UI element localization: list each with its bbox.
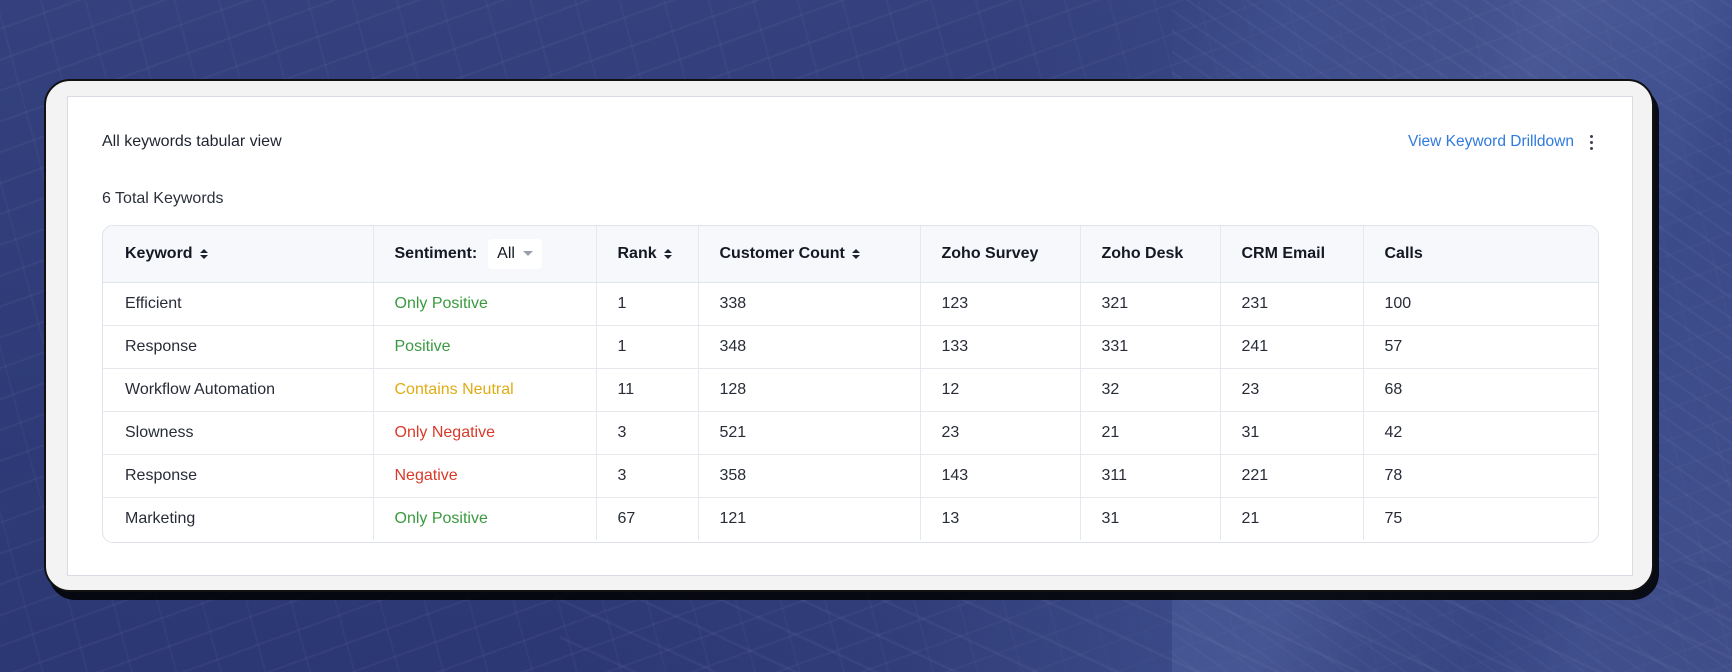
view-keyword-drilldown-link[interactable]: View Keyword Drilldown — [1408, 133, 1574, 150]
cell-calls: 42 — [1363, 411, 1598, 455]
sort-icon[interactable] — [663, 248, 672, 259]
keywords-table: Keyword Sentiment: All — [102, 225, 1599, 543]
table-row[interactable]: Slowness Only Negative 3 521 23 21 31 42 — [103, 411, 1598, 455]
cell-rank: 11 — [596, 368, 699, 412]
cell-zoho-desk: 21 — [1080, 411, 1221, 455]
col-header-keyword-label: Keyword — [125, 244, 193, 262]
cell-rank: 3 — [596, 411, 699, 455]
table-row[interactable]: Efficient Only Positive 1 338 123 321 231 100 — [103, 282, 1598, 326]
table-row[interactable]: Workflow Automation Contains Neutral 11 128… — [103, 368, 1598, 412]
cell-zoho-desk: 31 — [1080, 497, 1221, 540]
col-header-sentiment: Sentiment: All — [373, 226, 597, 283]
col-header-customer-count[interactable]: Customer Count — [698, 226, 921, 283]
cell-zoho-survey: 143 — [920, 454, 1081, 498]
col-header-rank[interactable]: Rank — [596, 226, 699, 283]
cell-zoho-desk: 32 — [1080, 368, 1221, 412]
col-header-customer-count-label: Customer Count — [719, 244, 845, 262]
cell-keyword: Slowness — [103, 411, 374, 455]
cell-zoho-survey: 13 — [920, 497, 1081, 540]
sort-icon[interactable] — [851, 248, 860, 259]
keywords-panel: All keywords tabular view View Keyword D… — [67, 96, 1633, 576]
table-row[interactable]: Marketing Only Positive 67 121 13 31 21 75 — [103, 497, 1598, 540]
cell-rank: 67 — [596, 497, 699, 540]
cell-calls: 100 — [1363, 282, 1598, 326]
cell-customer-count: 348 — [698, 325, 921, 369]
cell-crm-email: 221 — [1220, 454, 1364, 498]
cell-zoho-desk: 331 — [1080, 325, 1221, 369]
cell-keyword: Response — [103, 325, 374, 369]
vertical-ellipsis-icon[interactable] — [1584, 130, 1598, 154]
cell-customer-count: 128 — [698, 368, 921, 412]
cell-zoho-desk: 311 — [1080, 454, 1221, 498]
caret-down-icon — [522, 251, 533, 257]
cell-crm-email: 241 — [1220, 325, 1364, 369]
cell-rank: 3 — [596, 454, 699, 498]
cell-sentiment: Only Positive — [373, 497, 597, 540]
col-header-keyword[interactable]: Keyword — [103, 226, 374, 283]
cell-zoho-survey: 23 — [920, 411, 1081, 455]
cell-sentiment: Positive — [373, 325, 597, 369]
cell-keyword: Workflow Automation — [103, 368, 374, 412]
cell-keyword: Efficient — [103, 282, 374, 326]
cell-sentiment: Only Negative — [373, 411, 597, 455]
cell-crm-email: 23 — [1220, 368, 1364, 412]
cell-customer-count: 358 — [698, 454, 921, 498]
cell-sentiment: Negative — [373, 454, 597, 498]
cell-customer-count: 338 — [698, 282, 921, 326]
table-row[interactable]: Response Positive 1 348 133 331 241 57 — [103, 325, 1598, 369]
cell-keyword: Response — [103, 454, 374, 498]
cell-customer-count: 121 — [698, 497, 921, 540]
cell-calls: 68 — [1363, 368, 1598, 412]
col-header-rank-label: Rank — [617, 244, 657, 262]
col-header-calls: Calls — [1363, 226, 1598, 283]
col-header-zoho-desk: Zoho Desk — [1080, 226, 1221, 283]
cell-customer-count: 521 — [698, 411, 921, 455]
sentiment-filter-value: All — [497, 244, 515, 262]
table-row[interactable]: Response Negative 3 358 143 311 221 78 — [103, 454, 1598, 498]
cell-zoho-survey: 133 — [920, 325, 1081, 369]
device-frame: All keywords tabular view View Keyword D… — [44, 79, 1654, 592]
cell-crm-email: 231 — [1220, 282, 1364, 326]
cell-crm-email: 31 — [1220, 411, 1364, 455]
cell-crm-email: 21 — [1220, 497, 1364, 540]
col-header-zoho-survey: Zoho Survey — [920, 226, 1081, 283]
cell-sentiment: Only Positive — [373, 282, 597, 326]
cell-calls: 78 — [1363, 454, 1598, 498]
sentiment-filter-dropdown[interactable]: All — [488, 238, 542, 269]
cell-calls: 57 — [1363, 325, 1598, 369]
cell-rank: 1 — [596, 282, 699, 326]
cell-zoho-desk: 321 — [1080, 282, 1221, 326]
col-header-sentiment-label: Sentiment: — [394, 244, 478, 262]
panel-title: All keywords tabular view — [102, 133, 282, 150]
sort-icon[interactable] — [199, 248, 208, 259]
cell-keyword: Marketing — [103, 497, 374, 540]
cell-zoho-survey: 123 — [920, 282, 1081, 326]
table-header-row: Keyword Sentiment: All — [103, 226, 1598, 283]
cell-rank: 1 — [596, 325, 699, 369]
total-keywords-label: 6 Total Keywords — [102, 190, 224, 207]
cell-calls: 75 — [1384, 509, 1403, 527]
cell-sentiment: Contains Neutral — [373, 368, 597, 412]
cell-zoho-survey: 12 — [920, 368, 1081, 412]
col-header-crm-email: CRM Email — [1220, 226, 1364, 283]
